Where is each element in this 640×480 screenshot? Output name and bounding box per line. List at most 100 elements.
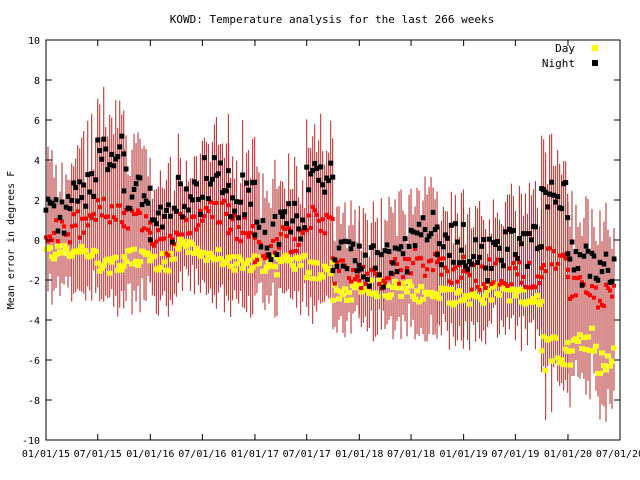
mean-point xyxy=(198,208,203,213)
day-point xyxy=(516,286,522,292)
mean-point xyxy=(156,228,161,233)
night-point xyxy=(75,198,81,204)
night-point xyxy=(388,270,394,276)
mean-point xyxy=(481,282,486,287)
night-point xyxy=(187,194,193,200)
day-point xyxy=(185,249,191,255)
mean-point xyxy=(405,266,410,271)
mean-point xyxy=(208,199,213,204)
night-point xyxy=(336,245,342,251)
mean-point xyxy=(140,228,145,233)
night-point xyxy=(330,268,336,274)
mean-point xyxy=(353,277,358,282)
mean-points xyxy=(44,196,616,310)
mean-point xyxy=(117,203,122,208)
night-point xyxy=(310,167,316,173)
day-point xyxy=(236,254,242,260)
x-tick-label: 07/01/20 xyxy=(596,449,640,460)
night-point xyxy=(442,232,448,238)
mean-point xyxy=(290,249,295,254)
night-point xyxy=(432,227,438,233)
mean-point xyxy=(136,208,141,213)
mean-point xyxy=(387,276,392,281)
mean-point xyxy=(547,246,552,251)
night-point xyxy=(364,276,370,282)
day-point xyxy=(557,360,563,366)
day-point xyxy=(322,263,328,269)
night-point xyxy=(418,232,424,238)
day-point xyxy=(483,293,489,299)
mean-point xyxy=(66,232,71,237)
day-point xyxy=(304,275,310,281)
mean-point xyxy=(75,209,80,214)
mean-point xyxy=(577,275,582,280)
mean-point xyxy=(445,269,450,274)
mean-point xyxy=(330,216,335,221)
y-tick-label: -2 xyxy=(28,276,40,287)
night-point xyxy=(362,252,368,258)
night-point xyxy=(424,237,430,243)
mean-point xyxy=(202,214,207,219)
mean-point xyxy=(409,271,414,276)
mean-point xyxy=(449,281,454,286)
night-point xyxy=(121,151,127,157)
day-point xyxy=(416,299,422,305)
night-point xyxy=(155,210,161,216)
range-bars xyxy=(45,86,615,422)
night-point xyxy=(438,262,444,268)
night-point xyxy=(551,192,557,198)
mean-point xyxy=(164,251,169,256)
mean-point xyxy=(93,217,98,222)
mean-point xyxy=(292,237,297,242)
day-point xyxy=(191,250,197,256)
mean-point xyxy=(533,285,538,290)
mean-point xyxy=(461,254,466,259)
night-point xyxy=(87,189,93,195)
night-point xyxy=(199,194,205,200)
night-point xyxy=(609,278,615,284)
mean-point xyxy=(607,288,612,293)
mean-point xyxy=(206,209,211,214)
mean-point xyxy=(306,213,311,218)
mean-point xyxy=(385,276,390,281)
night-point xyxy=(153,221,159,227)
day-point xyxy=(348,297,354,303)
night-point xyxy=(492,241,498,247)
night-point xyxy=(145,200,151,206)
day-point xyxy=(326,265,332,271)
night-point xyxy=(322,189,328,195)
mean-point xyxy=(148,230,153,235)
mean-point xyxy=(68,240,73,245)
night-point xyxy=(444,235,450,241)
day-point xyxy=(585,334,591,340)
day-point xyxy=(109,259,115,265)
night-point xyxy=(133,181,139,187)
y-tick-label: -4 xyxy=(28,316,40,327)
mean-point xyxy=(91,211,96,216)
mean-point xyxy=(437,256,442,261)
night-point xyxy=(585,248,591,254)
day-point xyxy=(95,260,101,266)
night-point xyxy=(541,187,547,193)
night-point xyxy=(374,250,380,256)
mean-point xyxy=(539,275,544,280)
night-point xyxy=(358,266,364,272)
y-tick-label: 0 xyxy=(34,236,40,247)
y-tick-label: -10 xyxy=(22,436,40,447)
night-point xyxy=(300,217,306,223)
mean-point xyxy=(154,239,159,244)
mean-point xyxy=(501,281,506,286)
mean-point xyxy=(351,268,356,273)
mean-point xyxy=(254,257,259,262)
night-point xyxy=(475,260,481,266)
day-point xyxy=(434,291,440,297)
mean-point xyxy=(401,274,406,279)
night-point xyxy=(83,203,89,209)
night-point xyxy=(332,257,338,263)
night-point xyxy=(179,214,185,220)
day-point xyxy=(372,290,378,296)
night-point xyxy=(334,263,340,269)
day-point xyxy=(133,258,139,264)
night-point xyxy=(452,221,458,227)
